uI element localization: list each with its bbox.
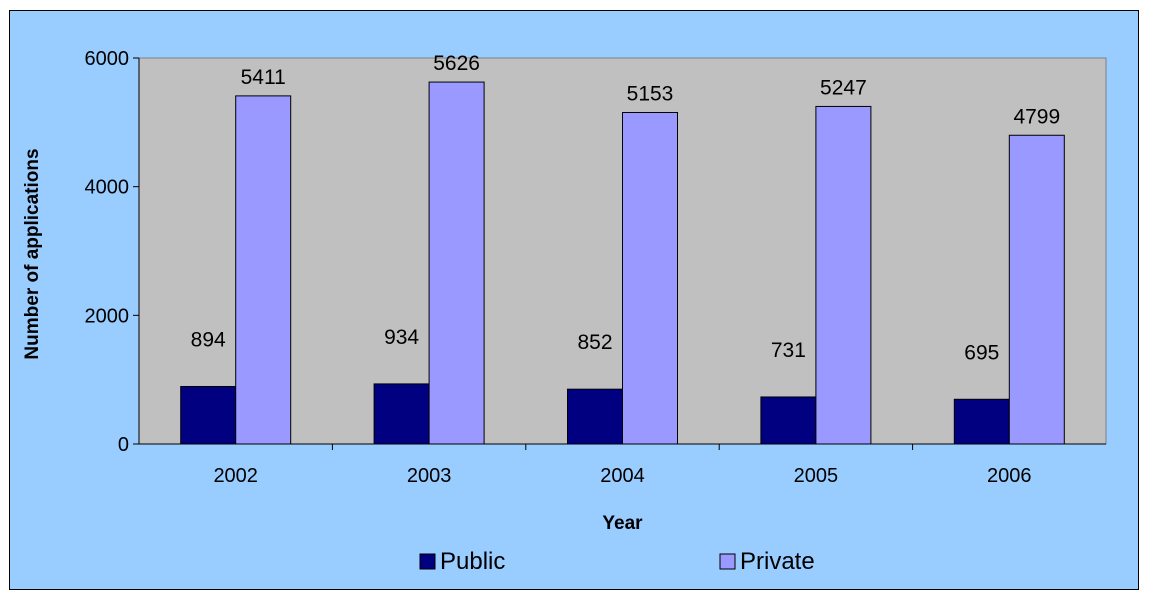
data-label-public-2004: 852 (577, 331, 612, 354)
x-tick-label-2006: 2006 (987, 465, 1032, 487)
legend-label-public: Public (440, 548, 505, 575)
x-tick-label-2005: 2005 (794, 465, 839, 487)
legend: Public Private (419, 548, 815, 575)
bar-private-2006 (1008, 134, 1065, 445)
data-label-private-2003: 5626 (433, 52, 480, 75)
bar-private-2004 (622, 111, 678, 445)
bar-public-2005 (760, 396, 817, 445)
data-label-public-2006: 695 (964, 341, 999, 364)
y-tick-label-6000: 6000 (85, 48, 130, 70)
legend-label-private: Private (740, 548, 815, 575)
y-tick-label-4000: 4000 (85, 177, 130, 199)
bar-public-2002 (180, 385, 237, 445)
y-tick-label-0: 0 (118, 434, 129, 456)
x-tick-label-2002: 2002 (213, 465, 258, 487)
chart-frame: 894 5411 2002 934 5626 2003 852 5153 2004 731 5247… (9, 10, 1139, 590)
data-label-private-2006: 4799 (1013, 105, 1060, 128)
bar-private-2005 (815, 105, 872, 445)
data-label-public-2005: 731 (771, 339, 806, 362)
legend-swatch-public (419, 553, 436, 570)
bar-public-2004 (567, 388, 623, 445)
bar-public-2006 (953, 398, 1010, 445)
data-label-private-2005: 5247 (820, 76, 867, 99)
data-label-public-2003: 934 (384, 326, 419, 349)
data-label-private-2002: 5411 (241, 66, 286, 89)
bar-public-2003 (373, 383, 430, 445)
y-tick-label-2000: 2000 (85, 305, 130, 327)
legend-swatch-private (719, 553, 736, 570)
data-label-public-2002: 894 (191, 328, 226, 351)
bar-private-2003 (428, 81, 485, 445)
bar-private-2002 (235, 95, 292, 445)
data-label-private-2004: 5153 (627, 82, 674, 105)
x-tick-label-2003: 2003 (407, 465, 452, 487)
x-axis-title: Year (602, 513, 643, 534)
x-tick-label-2004: 2004 (600, 465, 645, 487)
y-axis-title: Number of applications (22, 148, 43, 359)
bar-chart: 894 5411 2002 934 5626 2003 852 5153 2004 731 5247… (10, 11, 1138, 589)
